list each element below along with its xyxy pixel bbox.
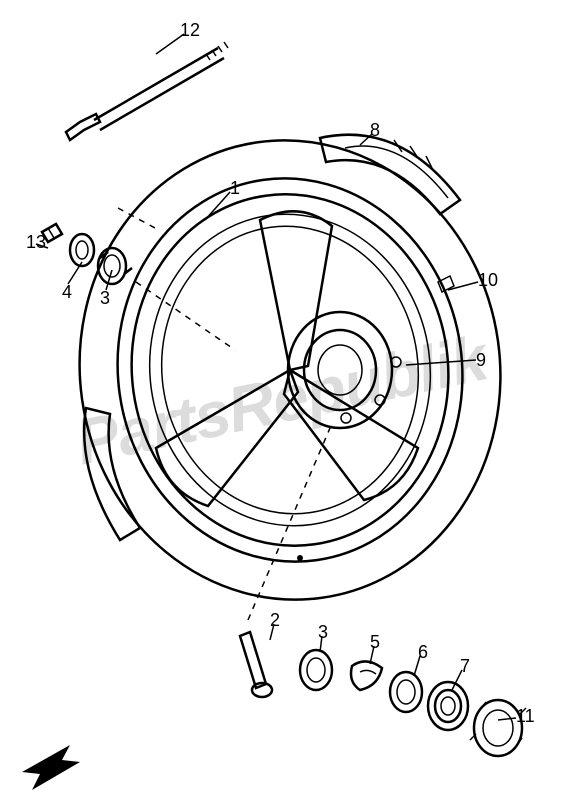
callout-3a: 3: [100, 288, 110, 309]
callout-13: 13: [26, 232, 46, 253]
callout-1: 1: [230, 178, 240, 199]
callout-8: 8: [370, 120, 380, 141]
callout-9: 9: [476, 350, 486, 371]
callout-4: 4: [62, 282, 72, 303]
diagram-container: PartsRepublik: [0, 0, 562, 800]
callout-6: 6: [418, 642, 428, 663]
callout-11: 11: [516, 706, 535, 727]
callout-12: 12: [180, 20, 200, 41]
diagram-svg: [0, 0, 562, 800]
direction-arrow: [22, 745, 80, 790]
callout-10: 10: [478, 270, 498, 291]
callout-2: 2: [270, 610, 280, 631]
callout-5: 5: [370, 632, 380, 653]
wheel-assembly: [50, 113, 530, 627]
lower-small-parts: [240, 428, 526, 756]
callout-7: 7: [460, 656, 470, 677]
callout-3b: 3: [318, 622, 328, 643]
